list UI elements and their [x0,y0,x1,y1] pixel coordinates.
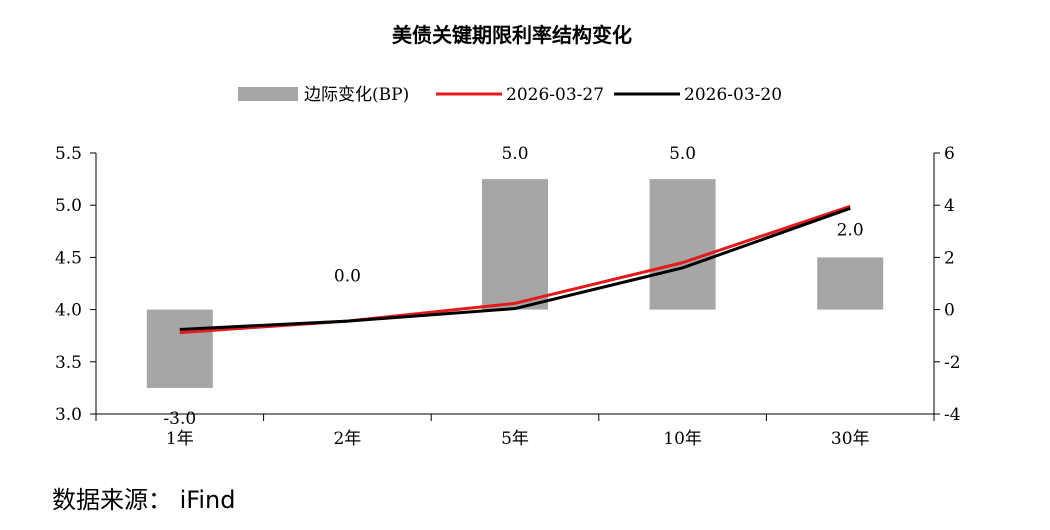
left-tick-label-1: 3.5 [55,353,82,373]
right-tick-label-5: 6 [944,144,955,164]
bar-2 [482,179,548,310]
bar-data-label-4: 2.0 [837,220,864,240]
x-tick-label-1: 2年 [333,429,361,449]
right-tick-label-1: -2 [944,353,961,373]
legend-label-line-1: 2026-03-27 [506,85,604,105]
bar-4 [817,257,884,310]
legend-swatch-bar [238,87,298,101]
left-tick-label-3: 4.5 [55,248,82,268]
left-tick-label-2: 4.0 [55,301,82,321]
x-tick-label-2: 5年 [501,429,529,449]
plot-area: 3.0 3.5 4.0 4.5 5.0 5.5 -4 -2 0 2 4 6 1年 2年 5年 10年 30年 -3… [55,144,961,449]
bar-data-label-1: 0.0 [334,267,361,287]
legend-label-bar: 边际变化(BP) [304,85,409,105]
left-tick-label-4: 5.0 [55,196,82,216]
legend-label-line-2: 2026-03-20 [684,85,782,105]
chart-title: 美债关键期限利率结构变化 [392,23,632,47]
right-tick-label-3: 2 [944,248,955,268]
bar-data-label-3: 5.0 [669,144,696,164]
bar-data-label-0: -3.0 [163,409,196,429]
x-tick-label-4: 30年 [831,429,870,449]
legend: 边际变化(BP) 2026-03-27 2026-03-20 [238,85,782,105]
rate-structure-chart: 美债关键期限利率结构变化 边际变化(BP) 2026-03-27 2026-03… [55,23,961,449]
bar-data-label-2: 5.0 [501,144,528,164]
right-tick-label-0: -4 [944,405,961,425]
x-tick-label-0: 1年 [166,429,194,449]
bar-0 [146,309,213,388]
left-tick-label-5: 5.5 [55,144,82,164]
right-tick-label-2: 0 [944,301,955,321]
right-tick-label-4: 4 [944,196,955,216]
data-source-note: 数据来源： iFind [52,486,236,514]
left-tick-label-0: 3.0 [55,405,82,425]
series-line-1 [179,206,851,331]
bar-3 [649,179,716,310]
x-tick-label-3: 10年 [663,429,702,449]
